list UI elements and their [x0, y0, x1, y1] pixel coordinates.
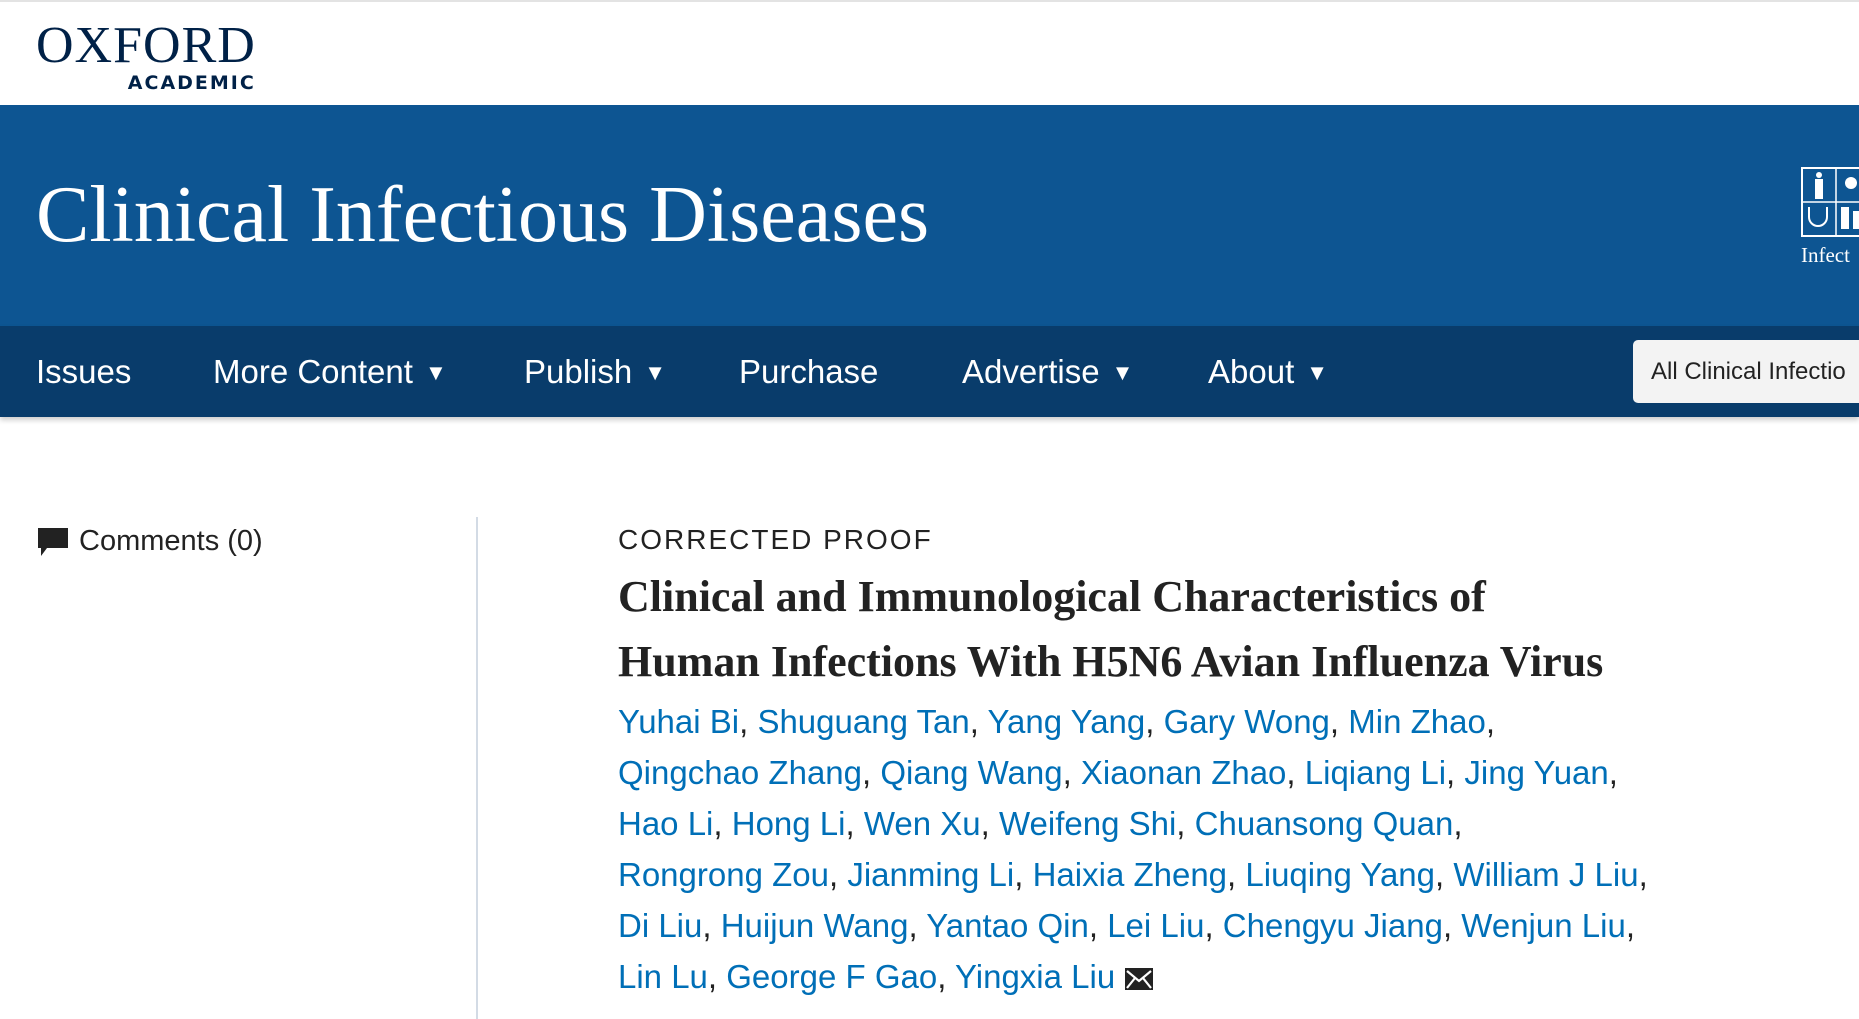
article-title: Clinical and Immunological Characteristi…: [618, 564, 1798, 694]
author-link[interactable]: Chengyu Jiang: [1222, 907, 1443, 944]
author-link[interactable]: Yantao Qin: [926, 907, 1089, 944]
main-nav: Issues More Content ▼ Publish ▼ Purchase A…: [0, 326, 1859, 417]
author-link[interactable]: Min Zhao: [1348, 703, 1486, 740]
author-link[interactable]: Liqiang Li: [1304, 754, 1447, 791]
caret-down-icon: ▼: [1306, 360, 1329, 385]
author-link[interactable]: Weifeng Shi: [998, 805, 1177, 842]
author-link[interactable]: Rongrong Zou: [618, 856, 829, 893]
nav-publish[interactable]: Publish ▼: [524, 326, 666, 417]
nav-label: About: [1208, 353, 1295, 390]
nav-purchase[interactable]: Purchase: [739, 326, 878, 417]
nav-issues[interactable]: Issues: [36, 326, 131, 417]
author-link[interactable]: Di Liu: [618, 907, 703, 944]
comments-link[interactable]: Comments (0): [37, 525, 263, 558]
author-link[interactable]: Yuhai Bi: [618, 703, 740, 740]
nav-label: Issues: [36, 353, 132, 390]
author-line: Yuhai Bi, Shuguang Tan, Yang Yang, Gary …: [618, 703, 1495, 740]
top-bar: OXFORD ACADEMIC: [0, 0, 1859, 105]
author-link[interactable]: George F Gao: [726, 958, 938, 995]
author-link[interactable]: Yingxia Liu: [954, 958, 1116, 995]
search-scope-select[interactable]: All Clinical Infectio: [1633, 340, 1859, 403]
author-line: Rongrong Zou, Jianming Li, Haixia Zheng,…: [618, 856, 1648, 893]
author-link[interactable]: Wenjun Liu: [1461, 907, 1626, 944]
author-line: Lin Lu, George F Gao, Yingxia Liu: [618, 951, 1798, 1002]
logo-main-text: OXFORD: [36, 17, 256, 74]
caret-down-icon: ▼: [644, 360, 667, 385]
author-link[interactable]: Huijun Wang: [720, 907, 909, 944]
nav-label: Advertise: [962, 353, 1100, 390]
journal-title[interactable]: Clinical Infectious Diseases: [36, 171, 930, 259]
caret-down-icon: ▼: [1111, 360, 1134, 385]
author-link[interactable]: William J Liu: [1453, 856, 1639, 893]
author-link[interactable]: Yang Yang: [987, 703, 1146, 740]
author-link[interactable]: Hao Li: [618, 805, 714, 842]
society-name: Infect: [1801, 243, 1850, 267]
author-link[interactable]: Qingchao Zhang: [618, 754, 863, 791]
author-link[interactable]: Liuqing Yang: [1245, 856, 1436, 893]
comments-label: Comments (0): [79, 525, 263, 557]
article-header: CORRECTED PROOF Clinical and Immunologic…: [618, 520, 1798, 1002]
author-link[interactable]: Qiang Wang: [880, 754, 1063, 791]
author-link[interactable]: Jianming Li: [847, 856, 1015, 893]
author-link[interactable]: Hong Li: [731, 805, 846, 842]
nav-label: Purchase: [739, 353, 879, 390]
society-logo[interactable]: Infect: [1801, 167, 1859, 268]
author-link[interactable]: Xiaonan Zhao: [1080, 754, 1287, 791]
author-line: Hao Li, Hong Li, Wen Xu, Weifeng Shi, Ch…: [618, 805, 1463, 842]
author-link[interactable]: Wen Xu: [863, 805, 981, 842]
author-link[interactable]: Gary Wong: [1163, 703, 1330, 740]
society-emblem-icon: [1801, 167, 1859, 237]
envelope-icon[interactable]: [1125, 968, 1154, 990]
author-line: Qingchao Zhang, Qiang Wang, Xiaonan Zhao…: [618, 754, 1618, 791]
logo-sub-text: ACADEMIC: [127, 72, 256, 94]
author-link[interactable]: Haixia Zheng: [1032, 856, 1228, 893]
caret-down-icon: ▼: [424, 360, 447, 385]
nav-advertise[interactable]: Advertise ▼: [962, 326, 1133, 417]
journal-header: Clinical Infectious Diseases Infect: [0, 105, 1859, 326]
title-line: Human Infections With H5N6 Avian Influen…: [618, 637, 1604, 686]
article-status: CORRECTED PROOF: [618, 524, 933, 555]
oxford-academic-logo[interactable]: OXFORD ACADEMIC: [36, 17, 256, 95]
column-divider: [476, 517, 478, 1019]
author-link[interactable]: Lin Lu: [618, 958, 708, 995]
author-list: Yuhai Bi, Shuguang Tan, Yang Yang, Gary …: [618, 696, 1798, 1002]
nav-label: Publish: [524, 353, 633, 390]
author-line: Di Liu, Huijun Wang, Yantao Qin, Lei Liu…: [618, 907, 1635, 944]
author-link[interactable]: Chuansong Quan: [1194, 805, 1454, 842]
title-line: Clinical and Immunological Characteristi…: [618, 572, 1486, 621]
nav-label: More Content: [213, 353, 413, 390]
speech-bubble-icon: [38, 527, 68, 556]
author-link[interactable]: Jing Yuan: [1464, 754, 1609, 791]
author-link[interactable]: Shuguang Tan: [757, 703, 970, 740]
nav-about[interactable]: About ▼: [1208, 326, 1328, 417]
nav-more-content[interactable]: More Content ▼: [213, 326, 447, 417]
author-link[interactable]: Lei Liu: [1107, 907, 1205, 944]
